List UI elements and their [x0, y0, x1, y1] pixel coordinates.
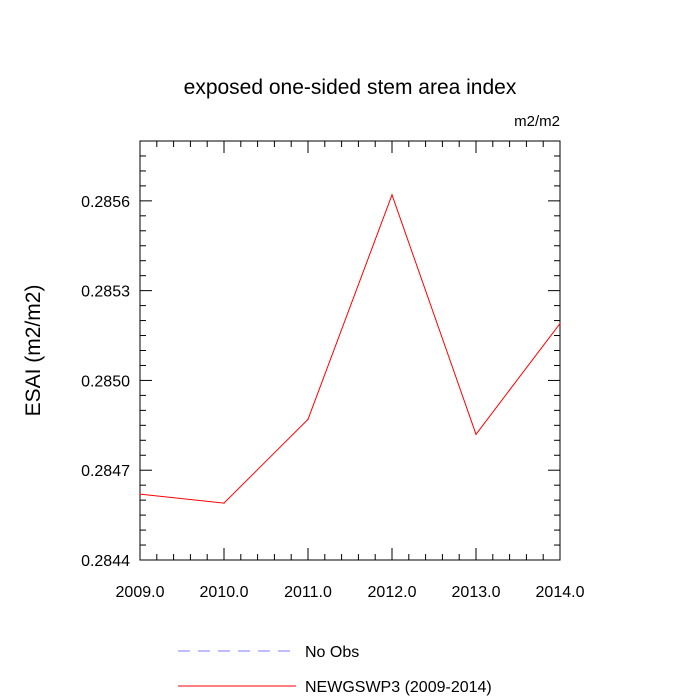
- y-tick-label: 0.2844: [81, 553, 130, 570]
- y-tick-labels: 0.2844 0.2847 0.2850 0.2853 0.2856: [81, 194, 130, 570]
- data-point: [559, 322, 561, 325]
- data-point: [475, 433, 477, 435]
- y-tick-label: 0.2847: [81, 463, 130, 480]
- x-tick-label: 2014.0: [536, 584, 585, 601]
- data-point: [391, 194, 393, 196]
- data-point: [223, 502, 225, 504]
- legend-label: NEWGSWP3 (2009-2014): [305, 679, 492, 696]
- y-tick-label: 0.2856: [81, 194, 130, 211]
- plot-frame: [139, 140, 561, 561]
- chart-title: exposed one-sided stem area index: [184, 76, 517, 99]
- series-line: [139, 193, 561, 504]
- x-tick-label: 2010.0: [200, 584, 249, 601]
- legend-label: No Obs: [305, 644, 359, 661]
- series-layer: [139, 193, 561, 504]
- x-tick-label: 2013.0: [452, 584, 501, 601]
- y-tick-label: 0.2853: [81, 284, 130, 301]
- x-tick-label: 2012.0: [368, 584, 417, 601]
- x-tick-label: 2011.0: [284, 584, 332, 601]
- data-point: [139, 493, 141, 495]
- data-point: [307, 418, 309, 420]
- legend: No Obs NEWGSWP3 (2009-2014): [178, 644, 492, 696]
- x-tick-label: 2009.0: [116, 584, 165, 601]
- y-tick-label: 0.2850: [81, 373, 130, 390]
- x-tick-labels: 2009.0 2010.0 2011.0 2012.0 2013.0 2014.0: [116, 584, 585, 601]
- axis-ticks: [139, 140, 561, 561]
- y-axis-title: ESAI (m2/m2): [22, 285, 45, 417]
- units-label: m2/m2: [514, 113, 560, 130]
